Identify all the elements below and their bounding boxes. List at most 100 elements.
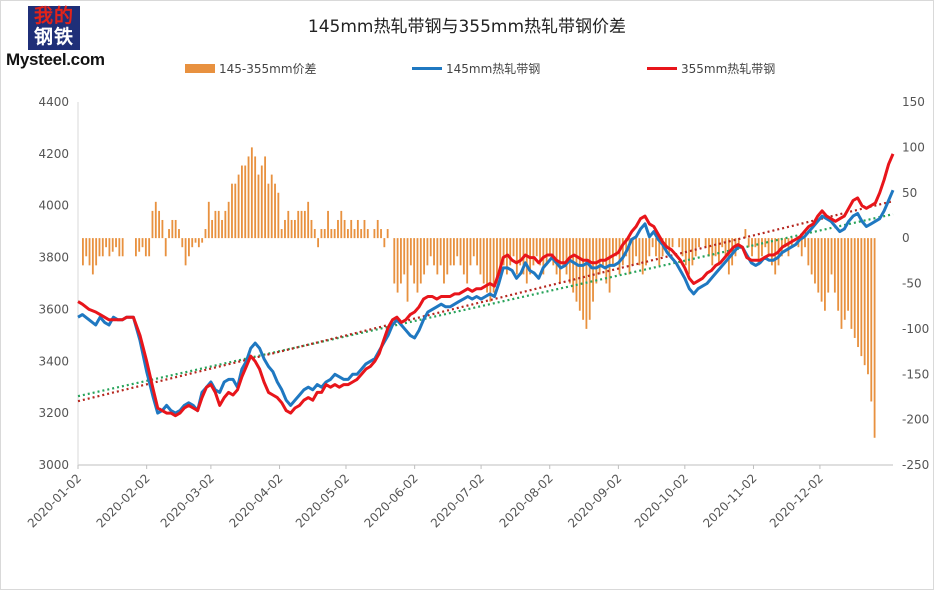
spread-bar — [867, 238, 869, 375]
spread-bar — [721, 238, 724, 248]
spread-bar — [439, 238, 442, 266]
left-tick-label: 3600 — [38, 302, 69, 316]
spread-bar — [135, 238, 137, 257]
spread-bar — [698, 238, 700, 248]
x-tick-label: 2020-04-02 — [226, 471, 285, 530]
spread-bar — [635, 238, 638, 257]
spread-bar — [761, 238, 763, 257]
spread-bar — [655, 238, 657, 257]
spread-bar — [330, 229, 333, 239]
spread-bar — [141, 238, 144, 248]
spread-bar — [496, 238, 498, 284]
spread-bar — [767, 238, 770, 257]
logo-line1: 我的 — [33, 5, 74, 27]
spread-bar — [234, 183, 237, 239]
spread-bar — [665, 238, 667, 248]
spread-bar — [91, 238, 94, 275]
spread-bar — [562, 238, 565, 266]
spread-bar — [347, 229, 349, 239]
spread-bar — [237, 174, 240, 239]
spread-bar — [270, 174, 273, 239]
spread-bar — [111, 238, 114, 252]
spread-bar — [552, 238, 555, 266]
spread-bar — [320, 229, 323, 239]
right-tick-label: -150 — [902, 367, 929, 381]
spread-bar — [502, 238, 505, 266]
x-tick-label: 2020-09-02 — [565, 471, 624, 530]
spread-bar — [433, 238, 435, 266]
spread-bar — [549, 238, 551, 257]
left-tick-label: 3200 — [38, 406, 69, 420]
spread-bar — [419, 238, 422, 284]
spread-bar — [757, 238, 760, 266]
right-tick-label: -250 — [902, 458, 929, 472]
spread-bar — [588, 238, 591, 320]
spread-bar — [840, 238, 843, 329]
spread-bar — [386, 229, 389, 239]
spread-bar — [499, 238, 502, 275]
spread-bar — [413, 238, 416, 284]
spread-bar — [294, 219, 296, 239]
spread-bar — [800, 238, 803, 257]
spread-bar — [453, 238, 455, 266]
spread-bar — [754, 238, 757, 248]
spread-bar — [380, 229, 382, 239]
spread-bar — [211, 219, 214, 239]
spread-bar — [469, 238, 472, 266]
spread-bar — [317, 238, 320, 248]
spread-bar — [688, 238, 691, 275]
spread-bar — [711, 238, 714, 266]
spread-bar — [565, 238, 568, 275]
legend-item-355: 355mm热轧带钢 — [647, 60, 775, 77]
spread-bar — [280, 229, 283, 239]
spread-bar — [403, 238, 406, 275]
spread-bar — [144, 238, 147, 257]
spread-bar — [681, 238, 684, 257]
spread-bar — [121, 238, 124, 257]
spread-bar — [595, 238, 598, 284]
spread-bar — [174, 219, 177, 239]
spread-bar — [443, 238, 445, 284]
spread-bar — [221, 219, 223, 239]
spread-bar — [426, 238, 429, 266]
x-tick-label: 2020-01-02 — [25, 471, 84, 530]
spread-bar — [545, 238, 548, 266]
x-tick-label: 2020-08-02 — [497, 471, 556, 530]
spread-bar — [466, 238, 469, 284]
spread-bar — [303, 210, 306, 239]
spread-bar — [164, 238, 167, 257]
spread-bar — [535, 238, 538, 257]
spread-bar — [138, 238, 141, 252]
spread-bar — [631, 238, 634, 266]
spread-bar — [158, 210, 161, 239]
spread-bar — [267, 183, 270, 239]
spread-bar — [214, 210, 217, 239]
spread-bar — [204, 229, 207, 239]
spread-bar — [598, 238, 601, 275]
spread-bar — [807, 238, 810, 266]
spread-bar — [429, 238, 432, 257]
spread-bar — [602, 238, 604, 266]
spread-bar — [241, 165, 243, 239]
spread-bar — [300, 210, 303, 239]
spread-bar — [194, 238, 197, 243]
spread-bar — [512, 238, 515, 257]
spread-bar — [356, 219, 359, 239]
spread-bar — [98, 238, 101, 257]
spread-bar — [178, 229, 180, 239]
spread-bar — [771, 238, 773, 266]
spread-bar — [638, 238, 641, 266]
spread-bar — [847, 238, 850, 311]
x-tick-label: 2020-03-02 — [158, 471, 217, 530]
spread-bar — [307, 201, 310, 239]
spread-bar — [343, 219, 346, 239]
spread-bar — [555, 238, 558, 275]
x-tick-label: 2020-05-02 — [293, 471, 352, 530]
spread-bar — [313, 229, 316, 239]
legend-label-spread: 145-355mm价差 — [219, 62, 317, 76]
spread-bar — [383, 238, 386, 248]
spread-bar — [181, 238, 184, 248]
spread-bar — [860, 238, 863, 357]
spread-bar — [651, 238, 654, 248]
